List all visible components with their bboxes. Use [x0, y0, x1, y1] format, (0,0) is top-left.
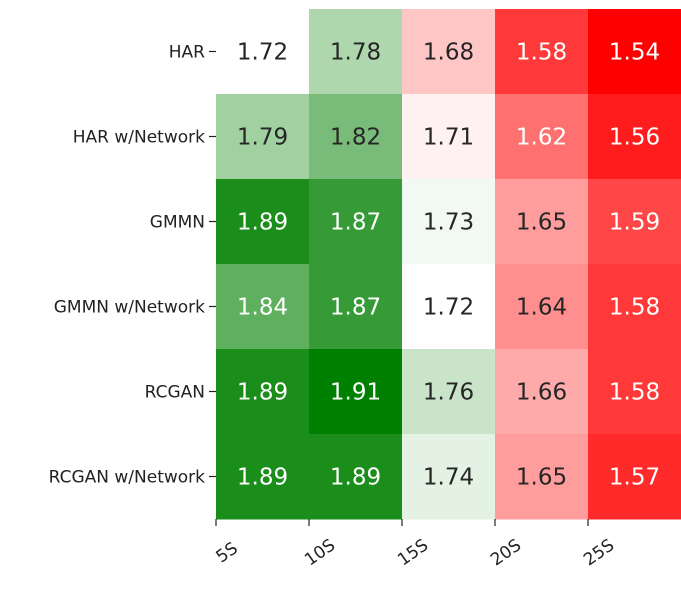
cell-value-label: 1.56 — [609, 125, 660, 151]
heatmap-cell — [588, 434, 681, 520]
heatmap-cell — [588, 264, 681, 350]
y-axis: HAR HAR w/Network GMMN GMMN w/Network RCGAN R… — [49, 43, 216, 488]
heatmap-cell — [309, 94, 403, 180]
y-tick-label: HAR w/Network — [73, 128, 205, 148]
cell-value-label: 1.59 — [609, 210, 660, 236]
cell-value-label: 1.54 — [609, 40, 660, 66]
heatmap-cell — [309, 264, 403, 350]
cell-value-label: 1.89 — [237, 210, 288, 236]
heatmap-cell-labels: 1.72 1.78 1.68 1.58 1.54 1.79 1.82 1.71 1.62 1.56… — [237, 40, 660, 491]
cell-value-label: 1.68 — [423, 40, 474, 66]
y-tick-label: RCGAN w/Network — [49, 468, 206, 488]
heatmap-cell — [402, 179, 496, 265]
heatmap-cell — [309, 434, 403, 520]
cell-value-label: 1.89 — [237, 380, 288, 406]
cell-value-label: 1.91 — [330, 380, 381, 406]
heatmap-cell — [588, 9, 681, 95]
heatmap-cell — [309, 179, 403, 265]
heatmap-cell — [588, 179, 681, 265]
heatmap-cell — [588, 94, 681, 180]
cell-value-label: 1.62 — [516, 125, 567, 151]
x-tick-label: 25S — [580, 535, 618, 570]
cell-value-label: 1.74 — [423, 465, 474, 491]
heatmap-cell — [495, 179, 589, 265]
heatmap-cell — [495, 434, 589, 520]
cell-value-label: 1.87 — [330, 295, 381, 321]
y-tick-label: RCGAN — [145, 383, 205, 403]
heatmap-cell — [495, 94, 589, 180]
heatmap-cell — [495, 349, 589, 435]
cell-value-label: 1.87 — [330, 210, 381, 236]
x-tick-label: 10S — [301, 535, 339, 570]
heatmap-cell — [216, 94, 310, 180]
heatmap-cell — [402, 9, 496, 95]
heatmap-cell — [309, 9, 403, 95]
y-tick-label: HAR — [169, 43, 205, 63]
heatmap-cell — [309, 349, 403, 435]
heatmap-cell — [402, 434, 496, 520]
y-tick-label: GMMN — [150, 213, 205, 233]
heatmap-cell — [495, 264, 589, 350]
x-tick-label: 5S — [213, 539, 242, 568]
heatmap-cell — [402, 264, 496, 350]
cell-value-label: 1.78 — [330, 40, 381, 66]
heatmap-cell — [588, 349, 681, 435]
heatmap-cell — [495, 9, 589, 95]
heatmap-cells — [216, 9, 681, 520]
cell-value-label: 1.84 — [237, 295, 288, 321]
heatmap-cell — [216, 349, 310, 435]
y-tick-label: GMMN w/Network — [54, 298, 205, 318]
cell-value-label: 1.58 — [516, 40, 567, 66]
cell-value-label: 1.66 — [516, 380, 567, 406]
cell-value-label: 1.65 — [516, 210, 567, 236]
cell-value-label: 1.73 — [423, 210, 474, 236]
cell-value-label: 1.64 — [516, 295, 567, 321]
x-tick-label: 20S — [487, 535, 525, 570]
heatmap-cell — [402, 349, 496, 435]
cell-value-label: 1.57 — [609, 465, 660, 491]
heatmap-cell — [402, 94, 496, 180]
heatmap-cell — [216, 264, 310, 350]
cell-value-label: 1.71 — [423, 125, 474, 151]
cell-value-label: 1.58 — [609, 295, 660, 321]
cell-value-label: 1.72 — [423, 295, 474, 321]
cell-value-label: 1.82 — [330, 125, 381, 151]
cell-value-label: 1.72 — [237, 40, 288, 66]
x-tick-label: 15S — [394, 535, 432, 570]
cell-value-label: 1.58 — [609, 380, 660, 406]
heatmap-cell — [216, 9, 310, 95]
x-axis: 5S 10S 15S 20S 25S — [213, 519, 618, 570]
cell-value-label: 1.76 — [423, 380, 474, 406]
cell-value-label: 1.79 — [237, 125, 288, 151]
heatmap-cell — [216, 179, 310, 265]
cell-value-label: 1.89 — [237, 465, 288, 491]
cell-value-label: 1.65 — [516, 465, 567, 491]
cell-value-label: 1.89 — [330, 465, 381, 491]
heatmap-cell — [216, 434, 310, 520]
